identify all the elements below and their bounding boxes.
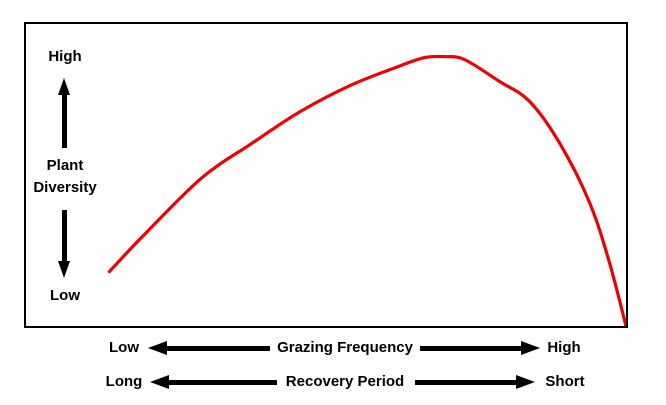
recovery-long-label: Long (105, 373, 143, 390)
grazing-left-arrow-icon (148, 340, 270, 356)
down-arrowhead (58, 261, 70, 278)
y-axis-title: Plant Diversity (20, 155, 110, 199)
grazing-right-arrow-icon (420, 340, 540, 356)
left-arrowhead (150, 375, 169, 389)
diversity-curve (107, 54, 626, 326)
arrow-shaft (415, 379, 516, 385)
arrow-shaft (420, 345, 521, 351)
grazing-high-label: High (547, 339, 581, 356)
recovery-right-arrow-icon (415, 374, 535, 390)
y-axis-title-line2: Diversity (33, 179, 97, 196)
down-arrow-icon (57, 210, 71, 278)
arrow-shaft (167, 345, 270, 351)
grazing-axis-title: Grazing Frequency (277, 339, 413, 356)
arrow-shaft (169, 379, 277, 385)
recovery-axis-title: Recovery Period (285, 373, 405, 390)
grazing-low-label: Low (109, 339, 139, 356)
down-arrow-shaft (61, 210, 67, 261)
right-arrowhead (521, 341, 540, 355)
y-axis-title-line1: Plant (46, 157, 84, 174)
up-arrow-icon (57, 78, 71, 148)
plot-area: High Plant Diversity Low (24, 22, 628, 328)
right-arrowhead (516, 375, 535, 389)
recovery-left-arrow-icon (150, 374, 277, 390)
up-arrow-shaft (61, 95, 67, 148)
left-arrowhead (148, 341, 167, 355)
y-axis-low-label: Low (50, 287, 80, 304)
up-arrowhead (58, 78, 70, 95)
y-axis-high-label: High (48, 48, 82, 65)
recovery-short-label: Short (545, 373, 585, 390)
